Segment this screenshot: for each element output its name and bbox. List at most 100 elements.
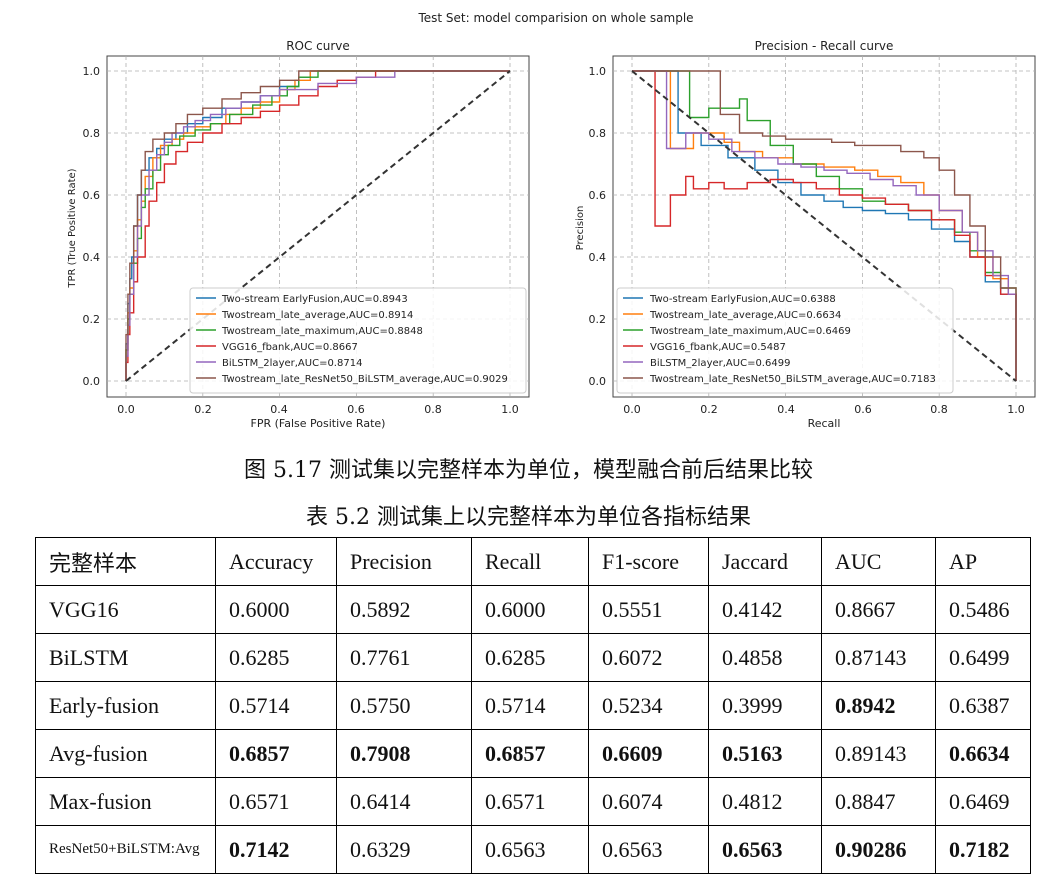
roc-xtick: 0.2 (194, 403, 212, 416)
table-cell: BiLSTM (35, 633, 216, 682)
pr-ytick: 1.0 (589, 65, 607, 78)
header-cell: F1-score (588, 537, 709, 586)
table-cell: 0.6000 (215, 585, 337, 634)
roc-ytick: 0.2 (83, 313, 101, 326)
table-cell: ResNet50+BiLSTM:Avg (35, 825, 216, 874)
table-cell: 0.5714 (471, 681, 589, 730)
pr-x-ticks: 0.0 0.2 0.4 0.6 0.8 1.0 (623, 403, 1025, 416)
roc-xtick: 0.0 (117, 403, 135, 416)
table-caption: 表 5.2 测试集上以完整样本为单位各指标结果 (306, 505, 751, 530)
table-cell: 0.6387 (935, 681, 1031, 730)
header-cell: AUC (821, 537, 936, 586)
roc-legend-label: VGG16_fbank,AUC=0.8667 (222, 342, 358, 353)
roc-legend-label: Twostream_late_average,AUC=0.8914 (221, 310, 413, 321)
pr-legend-label: Twostream_late_average,AUC=0.6634 (649, 310, 841, 321)
pr-legend-label: Twostream_late_ResNet50_BiLSTM_average,A… (649, 374, 936, 385)
table-cell: Early-fusion (35, 681, 216, 730)
header-cell: Precision (336, 537, 472, 586)
pr-series-line (632, 70, 1017, 381)
roc-legend-box (189, 287, 527, 394)
table-cell: 0.4812 (708, 777, 822, 826)
table-cell: 0.8942 (821, 681, 936, 730)
roc-legend-label: Twostream_late_ResNet50_BiLSTM_average,A… (221, 374, 508, 385)
pr-ytick: 0.0 (589, 375, 607, 388)
roc-x-ticks: 0.0 0.2 0.4 0.6 0.8 1.0 (117, 403, 519, 416)
pr-series-line (632, 70, 1017, 381)
table-cell: 0.89143 (821, 729, 936, 778)
roc-xtick: 0.4 (270, 403, 288, 416)
pr-xtick: 0.6 (854, 403, 872, 416)
header-cell: Jaccard (708, 537, 822, 586)
pr-legend-label: Twostream_late_maximum,AUC=0.6469 (649, 326, 851, 337)
figure-suptitle: Test Set: model comparision on whole sam… (417, 11, 693, 25)
table-cell: 0.3999 (708, 681, 822, 730)
table-cell: 0.7142 (215, 825, 337, 874)
table-cell: 0.6857 (215, 729, 337, 778)
table-cell: 0.6414 (336, 777, 472, 826)
pr-chart: Precision - Recall curve 0.0 0.2 0.4 0.6… (575, 39, 1036, 430)
roc-xtick: 0.8 (424, 403, 442, 416)
pr-ytick: 0.2 (589, 313, 607, 326)
table-row: Early-fusion 0.5714 0.5750 0.5714 0.5234… (35, 681, 1031, 730)
roc-series-line (125, 70, 510, 381)
table-cell: 0.5714 (215, 681, 337, 730)
pr-xtick: 1.0 (1007, 403, 1025, 416)
table-cell: 0.6499 (935, 633, 1031, 682)
table-cell: 0.6571 (471, 777, 589, 826)
table-row: Avg-fusion 0.6857 0.7908 0.6857 0.6609 0… (35, 729, 1031, 778)
table-cell: 0.6074 (588, 777, 709, 826)
table-cell: 0.6285 (215, 633, 337, 682)
table-cell: 0.6563 (708, 825, 822, 874)
table-cell: 0.5234 (588, 681, 709, 730)
table-cell: 0.8847 (821, 777, 936, 826)
pr-xtick: 0.2 (700, 403, 718, 416)
pr-legend-box (616, 287, 954, 394)
table-cell: 0.6563 (471, 825, 589, 874)
figure: Test Set: model comparision on whole sam… (67, 11, 1036, 430)
pr-ylabel: Precision (575, 206, 586, 251)
results-table: 完整样本 Accuracy Precision Recall F1-score … (35, 537, 1031, 874)
pr-series-group (631, 70, 1017, 382)
roc-ytick: 0.6 (83, 189, 101, 202)
roc-ytick: 1.0 (83, 65, 101, 78)
table-cell: 0.7182 (935, 825, 1031, 874)
pr-xtick: 0.8 (930, 403, 948, 416)
pr-ytick: 0.6 (589, 189, 607, 202)
header-cell: 完整样本 (35, 537, 216, 586)
pr-xtick: 0.0 (623, 403, 641, 416)
table-cell: Max-fusion (35, 777, 216, 826)
roc-ytick: 0.0 (83, 375, 101, 388)
roc-title: ROC curve (286, 39, 350, 53)
table-row: ResNet50+BiLSTM:Avg 0.7142 0.6329 0.6563… (35, 825, 1031, 874)
header-cell: AP (935, 537, 1031, 586)
table-cell: 0.5892 (336, 585, 472, 634)
table-cell: 0.6609 (588, 729, 709, 778)
pr-ytick: 0.8 (589, 127, 607, 140)
roc-chart: ROC curve 0.0 0.2 0.4 0.6 0.8 1.0 0.0 0.… (67, 39, 530, 430)
table-cell: 0.6571 (215, 777, 337, 826)
table-row: Max-fusion 0.6571 0.6414 0.6571 0.6074 0… (35, 777, 1031, 826)
pr-legend-label: VGG16_fbank,AUC=0.5487 (650, 342, 786, 353)
pr-xtick: 0.4 (777, 403, 795, 416)
roc-ytick: 0.8 (83, 127, 101, 140)
table-cell: 0.6000 (471, 585, 589, 634)
roc-xlabel: FPR (False Positive Rate) (251, 417, 386, 430)
pr-title: Precision - Recall curve (755, 39, 894, 53)
table-cell: 0.4858 (708, 633, 822, 682)
table-cell: 0.7908 (336, 729, 472, 778)
table-cell: 0.6469 (935, 777, 1031, 826)
roc-legend-label: Twostream_late_maximum,AUC=0.8848 (221, 326, 423, 337)
pr-xlabel: Recall (808, 417, 841, 430)
table-cell: 0.6072 (588, 633, 709, 682)
table-cell: Avg-fusion (35, 729, 216, 778)
roc-ytick: 0.4 (83, 251, 101, 264)
roc-y-ticks: 0.0 0.2 0.4 0.6 0.8 1.0 (83, 65, 101, 388)
table-cell: 0.87143 (821, 633, 936, 682)
table-cell: 0.6634 (935, 729, 1031, 778)
table-cell: 0.5486 (935, 585, 1031, 634)
table-header-row: 完整样本 Accuracy Precision Recall F1-score … (35, 537, 1031, 586)
pr-y-ticks: 0.0 0.2 0.4 0.6 0.8 1.0 (589, 65, 607, 388)
table-cell: 0.90286 (821, 825, 936, 874)
header-cell: Recall (471, 537, 589, 586)
roc-legend: Two-stream EarlyFusion,AUC=0.8943 Twostr… (189, 287, 527, 394)
